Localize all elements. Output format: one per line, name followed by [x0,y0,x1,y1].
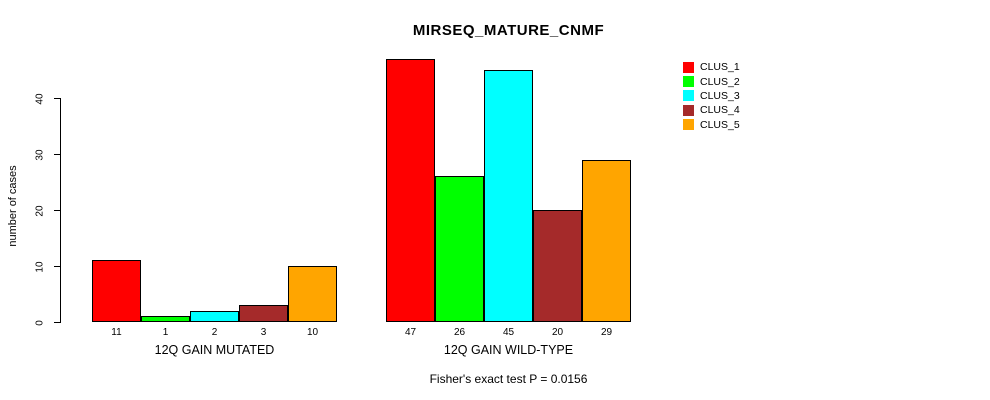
legend-swatch-clus_4 [683,104,694,116]
bar-value-label: 2 [211,327,218,338]
bar-group1-clus_1 [92,260,141,322]
y-axis-label: number of cases [7,165,19,247]
legend-label: CLUS_2 [700,75,740,88]
y-axis-line [60,98,61,323]
group-label: 12Q GAIN MUTATED [154,343,275,357]
legend-item: CLUS_1 [683,60,740,74]
y-tick [54,98,60,99]
bar-group2-clus_1 [386,58,435,322]
group-label: 12Q GAIN WILD-TYPE [443,343,574,357]
bar-value-label: 20 [551,327,564,338]
y-tick-label: 10 [34,260,46,273]
bar-group2-clus_5 [582,159,631,322]
bar-group1-clus_3 [190,310,239,322]
bar-group1-clus_5 [288,266,337,322]
y-tick-label: 30 [34,148,46,161]
legend-item: CLUS_5 [683,118,740,132]
bar-group1-clus_2 [141,316,190,322]
footnote: Fisher's exact test P = 0.0156 [429,372,588,386]
y-tick [54,266,60,267]
bar-value-label: 11 [111,327,122,338]
legend-label: CLUS_5 [700,118,740,131]
y-tick [54,210,60,211]
legend-swatch-clus_1 [683,61,694,73]
legend-item: CLUS_3 [683,89,740,103]
bar-value-label: 10 [306,327,319,338]
legend-swatch-clus_3 [683,90,694,102]
bar-group2-clus_4 [533,210,582,322]
bar-value-label: 3 [260,327,267,338]
legend: CLUS_1 CLUS_2 CLUS_3 CLUS_4 CLUS_5 [683,60,740,132]
legend-item: CLUS_2 [683,74,740,88]
legend-swatch-clus_2 [683,76,694,88]
bar-value-label: 29 [600,327,613,338]
y-tick-label: 20 [34,204,46,217]
legend-label: CLUS_3 [700,89,740,102]
y-tick-label: 40 [34,92,46,105]
y-tick [54,154,60,155]
bar-value-label: 26 [453,327,466,338]
legend-swatch-clus_5 [683,119,694,131]
bar-value-label: 47 [404,327,417,338]
y-tick [54,322,60,323]
chart-title: MIRSEQ_MATURE_CNMF [412,22,605,39]
bar-group1-clus_4 [239,305,288,322]
y-tick-label: 0 [34,319,46,326]
bar-value-label: 1 [162,327,169,338]
legend-item: CLUS_4 [683,103,740,117]
legend-label: CLUS_4 [700,104,740,117]
bar-value-label: 45 [502,327,515,338]
bar-group2-clus_3 [484,70,533,322]
legend-label: CLUS_1 [700,61,740,74]
bar-group2-clus_2 [435,176,484,322]
